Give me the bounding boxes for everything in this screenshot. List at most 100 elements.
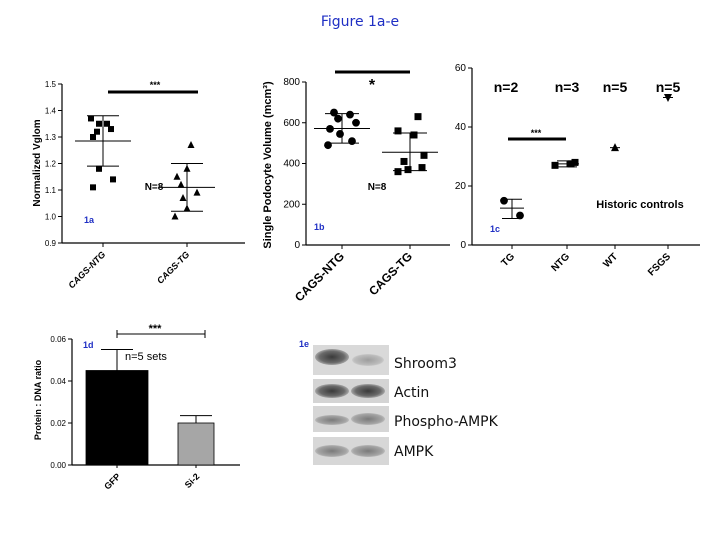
n-label-1b: N=8 (368, 182, 387, 193)
y-tick-label: 20 (455, 181, 467, 192)
data-point (104, 120, 110, 127)
x-category-label: WT (601, 251, 620, 270)
y-tick-label: 1.2 (45, 160, 57, 169)
data-point (90, 134, 96, 140)
blot-band (315, 445, 349, 457)
panel-label-1a: 1a (84, 215, 95, 225)
data-point (177, 180, 185, 188)
y-tick-label: 1.5 (45, 80, 57, 89)
x-category-label: NTG (549, 251, 572, 274)
data-point (348, 137, 356, 145)
y-tick-label: 1.0 (45, 213, 57, 222)
y-axis-label-1b: Single Podocyte Volume (mcm³) (262, 81, 274, 249)
y-tick-label: 1.1 (45, 186, 57, 195)
blot-label-ampk: AMPK (394, 444, 434, 460)
data-point (500, 196, 508, 205)
y-tick-label: 0.04 (50, 377, 66, 386)
significance-1b: * (369, 77, 376, 94)
x-category-label: Si-2 (183, 471, 202, 490)
data-point (88, 115, 94, 122)
blot-band (315, 415, 349, 425)
y-tick-label: 0.9 (45, 239, 57, 248)
data-point (571, 158, 579, 166)
data-point (352, 118, 360, 127)
annotation-1c: Historic controls (596, 199, 683, 211)
significance-1a: *** (150, 80, 161, 90)
data-point (94, 128, 100, 135)
x-category-label: CAGS-NTG (66, 249, 107, 290)
bar (85, 370, 149, 466)
data-point (394, 127, 402, 135)
data-point (173, 172, 181, 180)
chart-1b: 1b Single Podocyte Volume (mcm³) * N=8 0… (262, 70, 450, 304)
data-point (551, 161, 559, 169)
y-tick-label: 40 (455, 122, 467, 133)
data-point (410, 131, 418, 139)
x-category-label: GFP (102, 471, 122, 491)
blot-label-phospho-ampk: Phospho-AMPK (394, 414, 499, 430)
panel-label-1b: 1b (314, 222, 325, 232)
significance-1c: *** (531, 128, 542, 138)
n-label-1d: n=5 sets (125, 351, 167, 363)
y-tick-label: 0.06 (50, 335, 66, 344)
blot-band (315, 384, 349, 398)
panel-label-1d: 1d (83, 340, 94, 350)
x-category-label: CAGS-NTG (292, 249, 347, 304)
y-tick-label: 800 (283, 77, 300, 88)
blot-band (315, 349, 349, 365)
figure-title: Figure 1a-e (320, 14, 400, 30)
data-point (336, 130, 344, 138)
data-point (420, 151, 428, 159)
chart-1c: 1c *** Historic controls 0 20 40 60 TG NTG WT F… (455, 63, 700, 278)
data-point (400, 157, 408, 165)
y-tick-label: 600 (283, 118, 300, 129)
y-tick-label: 60 (455, 63, 467, 74)
significance-1d: *** (149, 323, 163, 335)
data-point (346, 110, 354, 119)
x-category-label: CAGS-TG (366, 249, 415, 298)
x-category-label: TG (500, 251, 518, 269)
y-tick-label: 1.4 (45, 107, 57, 116)
chart-1d: 1d Protein : DNA ratio *** n=5 sets 0.00… (33, 323, 240, 492)
n-label: n=2 (494, 79, 519, 95)
y-tick-label: 0 (460, 240, 466, 251)
y-tick-label: 400 (283, 159, 300, 170)
data-point (108, 126, 114, 133)
data-point (96, 120, 102, 127)
y-tick-label: 0.02 (50, 419, 66, 428)
y-axis-label-1d: Protein : DNA ratio (33, 359, 43, 440)
data-point (90, 184, 96, 191)
bar (177, 422, 215, 466)
y-tick-label: 0 (294, 240, 300, 251)
data-point (414, 113, 422, 121)
data-point (334, 114, 342, 123)
blot-label-actin: Actin (394, 385, 429, 401)
western-blot-1e: 1e Shroom3 Actin Phospho-AMPK AMPK (299, 339, 499, 465)
panel-label-1c: 1c (490, 224, 500, 234)
data-point (330, 108, 338, 117)
y-tick-label: 200 (283, 199, 300, 210)
x-category-label: FSGS (646, 251, 673, 278)
blot-band (351, 413, 385, 425)
data-point (96, 165, 102, 172)
panel-label-1e: 1e (299, 339, 309, 349)
data-point (193, 188, 201, 196)
n-label: n=5 (603, 79, 628, 95)
x-category-label: CAGS-TG (155, 249, 191, 285)
data-point (110, 176, 116, 183)
blot-band (351, 445, 385, 457)
data-point (179, 193, 187, 201)
data-point (516, 211, 524, 220)
data-point (187, 140, 195, 148)
blot-label-shroom3: Shroom3 (394, 356, 457, 372)
data-point (404, 166, 412, 174)
y-tick-label: 1.3 (45, 133, 57, 142)
n-label-1a: N=8 (145, 182, 164, 193)
blot-band (351, 384, 385, 398)
data-point (418, 164, 426, 172)
data-point (394, 168, 402, 176)
chart-1a: 1a Normalized Vglom *** N=8 0.9 1.0 1.1 1.2… (32, 80, 245, 290)
y-tick-label: 0.00 (50, 461, 66, 470)
n-label: n=5 (656, 79, 681, 95)
